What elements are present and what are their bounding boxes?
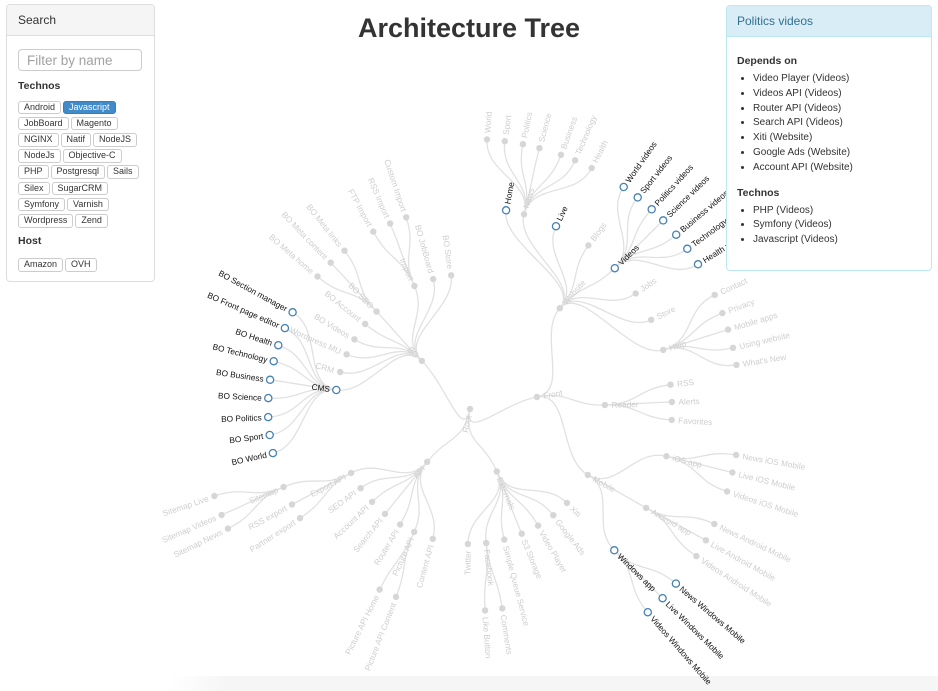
svg-text:Jobs: Jobs [638,276,658,294]
svg-text:BO World: BO World [231,450,269,468]
svg-text:Windows app: Windows app [615,551,658,593]
svg-text:Videos iOS Mobile: Videos iOS Mobile [732,489,800,519]
svg-text:BO Health: BO Health [234,326,274,348]
svg-text:Sitemap: Sitemap [248,485,280,506]
svg-text:Sport: Sport [501,114,514,136]
svg-text:Mobile apps: Mobile apps [733,310,779,333]
svg-text:News Windows Mobile: News Windows Mobile [678,584,748,646]
svg-text:CMS: CMS [311,382,331,395]
svg-text:Store: Store [655,304,678,322]
svg-text:Twitter: Twitter [462,550,472,575]
svg-text:Privacy: Privacy [727,296,757,315]
svg-text:Videos: Videos [616,243,641,268]
svg-text:Health: Health [590,138,610,164]
svg-text:BO Technology: BO Technology [212,342,270,365]
svg-text:Videos Windows Mobile: Videos Windows Mobile [648,614,714,687]
svg-text:FTP Import: FTP Import [346,187,375,229]
svg-text:Blogs: Blogs [588,220,608,243]
svg-text:iOS app: iOS app [672,453,704,470]
svg-text:Root: Root [460,414,474,434]
svg-text:Mobile: Mobile [591,474,618,495]
svg-text:BO Sport: BO Sport [229,431,265,445]
svg-text:Videos Android Mobile: Videos Android Mobile [699,555,774,608]
svg-text:What's New: What's New [742,352,788,369]
svg-text:BO Business: BO Business [215,367,264,384]
svg-text:Xiti: Xiti [568,504,583,519]
svg-text:Using website: Using website [738,330,791,352]
svg-text:Alerts: Alerts [678,396,700,407]
svg-text:Science: Science [536,112,553,143]
svg-text:Politics: Politics [519,111,534,139]
svg-text:Externals: Externals [495,476,518,512]
svg-text:SEO API: SEO API [326,488,358,515]
svg-text:Like Button: Like Button [481,617,494,660]
svg-text:Contact: Contact [718,275,749,296]
svg-text:Live: Live [554,204,570,222]
svg-text:RSS: RSS [676,377,695,389]
svg-text:Live iOS Mobile: Live iOS Mobile [738,469,797,492]
svg-text:Sitemap Live: Sitemap Live [161,493,210,518]
svg-text:S3 Storage: S3 Storage [520,538,545,581]
svg-text:Home: Home [502,181,516,205]
svg-text:Android app: Android app [649,507,693,538]
svg-text:Import: Import [397,257,416,283]
svg-text:Front: Front [542,387,564,400]
svg-text:Reader: Reader [611,399,639,410]
svg-text:Facebook: Facebook [482,549,496,587]
svg-text:World: World [482,111,493,133]
svg-text:BO JobBoard: BO JobBoard [413,224,436,275]
svg-text:Comments: Comments [498,614,514,655]
svg-text:BO Politics: BO Politics [221,412,262,424]
svg-text:Favorites: Favorites [678,415,713,427]
svg-text:BO Store: BO Store [441,234,456,270]
svg-text:Content API: Content API [414,544,436,589]
svg-text:Live Windows Mobile: Live Windows Mobile [664,599,727,661]
svg-text:Help: Help [668,338,688,353]
svg-text:News iOS Mobile: News iOS Mobile [742,451,807,472]
svg-text:BO Science: BO Science [218,390,263,402]
